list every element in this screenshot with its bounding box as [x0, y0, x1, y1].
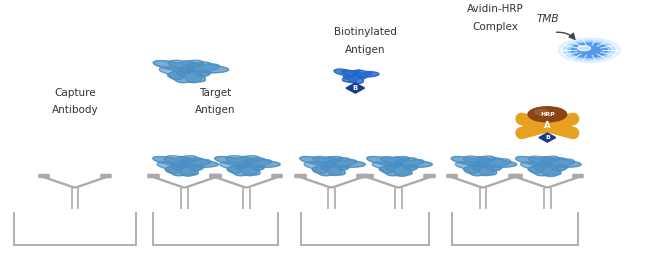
- Text: Target: Target: [200, 88, 231, 98]
- Text: B: B: [545, 135, 550, 140]
- Polygon shape: [177, 70, 211, 83]
- Circle shape: [528, 107, 567, 122]
- Polygon shape: [320, 165, 349, 176]
- Circle shape: [558, 38, 620, 62]
- Polygon shape: [220, 162, 251, 173]
- Polygon shape: [164, 156, 198, 168]
- Polygon shape: [521, 162, 552, 173]
- Polygon shape: [328, 160, 357, 170]
- Polygon shape: [313, 156, 343, 167]
- Polygon shape: [346, 83, 365, 93]
- Text: A: A: [544, 121, 551, 131]
- Polygon shape: [181, 159, 211, 170]
- Polygon shape: [235, 165, 265, 176]
- Circle shape: [573, 44, 606, 57]
- Polygon shape: [372, 162, 402, 173]
- Text: Biotinylated: Biotinylated: [333, 27, 396, 37]
- Polygon shape: [304, 162, 337, 173]
- Polygon shape: [300, 157, 365, 176]
- Polygon shape: [477, 159, 511, 171]
- Polygon shape: [172, 165, 204, 176]
- Polygon shape: [456, 162, 488, 173]
- Polygon shape: [395, 160, 424, 170]
- Polygon shape: [542, 159, 575, 171]
- Polygon shape: [343, 75, 363, 82]
- Polygon shape: [451, 157, 517, 176]
- Circle shape: [578, 46, 590, 51]
- Polygon shape: [472, 165, 500, 176]
- Text: TMB: TMB: [536, 15, 558, 24]
- Polygon shape: [243, 160, 272, 170]
- Polygon shape: [226, 156, 260, 168]
- Polygon shape: [185, 64, 220, 76]
- Polygon shape: [381, 157, 410, 167]
- Polygon shape: [341, 71, 359, 77]
- Polygon shape: [386, 165, 418, 176]
- Circle shape: [564, 40, 615, 60]
- Text: Avidin-HRP: Avidin-HRP: [467, 4, 524, 14]
- Text: Complex: Complex: [473, 22, 519, 32]
- Polygon shape: [157, 162, 190, 173]
- Polygon shape: [463, 156, 495, 168]
- Text: Antigen: Antigen: [195, 105, 236, 115]
- Polygon shape: [367, 157, 432, 176]
- Polygon shape: [153, 157, 218, 176]
- Text: Antibody: Antibody: [51, 105, 98, 115]
- Polygon shape: [214, 157, 280, 176]
- Polygon shape: [153, 61, 229, 83]
- Text: B: B: [353, 85, 358, 91]
- Polygon shape: [354, 72, 372, 79]
- Polygon shape: [534, 164, 567, 177]
- Polygon shape: [168, 60, 203, 73]
- Circle shape: [568, 42, 610, 58]
- Circle shape: [535, 109, 549, 115]
- Polygon shape: [334, 69, 379, 83]
- Polygon shape: [159, 67, 194, 80]
- Polygon shape: [539, 133, 556, 142]
- Polygon shape: [528, 156, 560, 167]
- Text: HRP: HRP: [540, 112, 554, 117]
- Text: Antigen: Antigen: [344, 45, 385, 55]
- Polygon shape: [515, 157, 581, 176]
- Text: Capture: Capture: [54, 88, 96, 98]
- Circle shape: [571, 43, 607, 57]
